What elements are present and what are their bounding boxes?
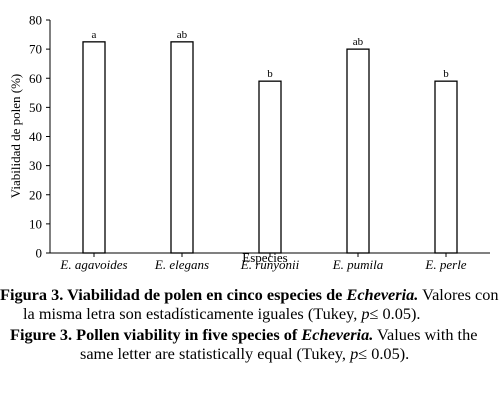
x-category-label: E. pumila: [332, 257, 384, 272]
bars: [82, 41, 458, 257]
y-tick-label: 30: [29, 158, 42, 173]
significance-letter: a: [92, 29, 97, 41]
bar: [170, 41, 194, 254]
y-ticks: 0 10 20 30 40 50 60 70 80: [29, 13, 50, 261]
bar: [434, 80, 458, 254]
y-tick-label: 40: [29, 129, 42, 144]
x-category-labels: E. agavoides E. elegans E. runyonii E. pumi…: [59, 257, 466, 272]
significance-letter: ab: [353, 36, 364, 48]
y-tick-label: 70: [29, 42, 42, 57]
bar: [82, 41, 106, 254]
significance-letters: a ab b ab b: [92, 29, 450, 80]
figure-captions: Figura 3. Viabilidad de polen en cinco e…: [0, 285, 502, 363]
caption-english-label: Figure 3. Pollen viability in five speci…: [10, 325, 374, 345]
x-category-label: E. elegans: [154, 257, 209, 272]
y-tick-label: 50: [29, 100, 42, 115]
bar: [258, 80, 282, 254]
significance-letter: b: [443, 68, 449, 80]
x-axis-label: Especies: [242, 250, 287, 265]
caption-spanish-label: Figura 3. Viabilidad de polen en cinco e…: [0, 285, 419, 304]
x-category-label: E. runyonii: [240, 257, 300, 272]
x-category-label: E. perle: [424, 257, 466, 272]
y-tick-label: 80: [29, 13, 42, 28]
bar: [346, 48, 370, 254]
x-category-label: E. agavoides: [59, 257, 127, 272]
y-axis-label: Viabilidad de polen (%): [8, 74, 23, 198]
y-tick-label: 0: [36, 246, 43, 261]
y-tick-label: 60: [29, 71, 42, 86]
caption-english: Figure 3. Pollen viability in five speci…: [10, 325, 478, 363]
y-tick-label: 10: [29, 216, 42, 231]
y-tick-label: 20: [29, 187, 42, 202]
caption-spanish: Figura 3. Viabilidad de polen en cinco e…: [0, 285, 499, 323]
significance-letter: b: [267, 68, 273, 80]
significance-letter: ab: [177, 29, 188, 41]
